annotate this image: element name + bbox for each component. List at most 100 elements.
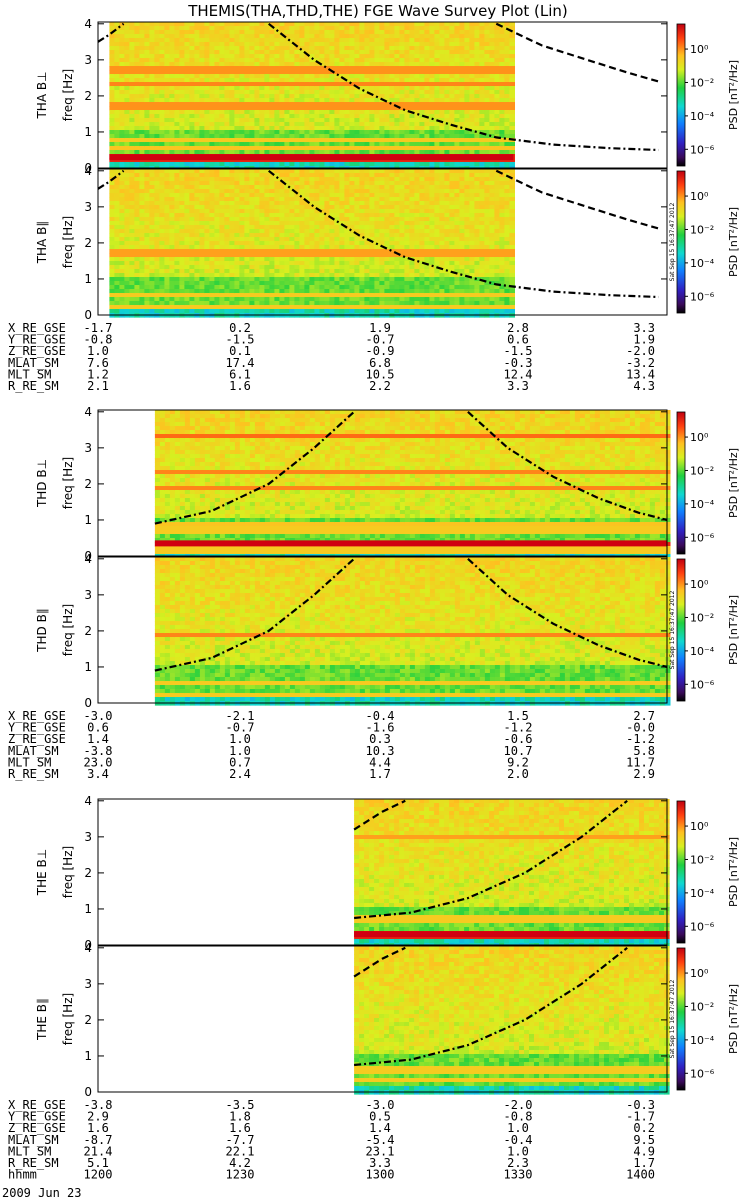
y-tick-label: 0 — [84, 308, 92, 322]
colorbar-tick-label: 10⁻⁶ — [690, 678, 715, 691]
colorbar — [676, 558, 686, 702]
ephemeris-value: 1.5 — [507, 709, 529, 723]
ephemeris-value: 2.8 — [507, 321, 529, 335]
colorbar-label: PSD [nT²/Hz] — [727, 837, 740, 907]
ephemeris-value: 1.0 — [229, 732, 251, 746]
spectrogram-cells — [109, 169, 515, 318]
ephemeris-value: -0.8 — [84, 333, 113, 347]
panel-frame — [97, 409, 668, 557]
panel-label: THE B∥ — [35, 998, 49, 1041]
ephemeris-value: 1.7 — [369, 767, 391, 781]
colorbar-tick-label: 10⁻⁴ — [690, 1034, 715, 1047]
ephemeris-label: X_RE_GSE — [8, 321, 66, 335]
timestamp-stamp: Sat Sep 15 16:37:47 2012 — [669, 203, 676, 282]
colorbar-label: PSD [nT²/Hz] — [727, 984, 740, 1054]
ephemeris-value: -1.2 — [504, 721, 533, 735]
colorbar-tick-label: 10⁰ — [690, 190, 709, 203]
colorbar-tick-label: 10⁻⁴ — [690, 110, 715, 123]
ephemeris-value: 2.4 — [229, 767, 251, 781]
y-tick-label: 3 — [84, 53, 92, 67]
ephemeris-value: -7.7 — [226, 1133, 255, 1147]
ephemeris-label: Z_RE_GSE — [8, 1121, 66, 1135]
ephemeris-value: 4.9 — [633, 1144, 655, 1158]
ephemeris-value: -2.0 — [626, 344, 655, 358]
ephemeris-value: 1.0 — [507, 1121, 529, 1135]
ephemeris-value: 4.4 — [369, 755, 391, 769]
y-tick-label: 1 — [84, 660, 92, 674]
colorbar-label: PSD [nT²/Hz] — [727, 60, 740, 130]
colorbar-tick-label: 10⁻⁴ — [690, 257, 715, 270]
colorbar-tick-label: 10⁰ — [690, 578, 709, 591]
ephemeris-value: 1.0 — [229, 744, 251, 758]
ephemeris-value: 2.9 — [87, 1110, 109, 1124]
ephemeris-value: -8.7 — [84, 1133, 113, 1147]
ephemeris-label: MLT_SM — [8, 755, 51, 769]
y-tick-label: 2 — [84, 866, 92, 880]
ephemeris-label: MLT_SM — [8, 367, 51, 381]
strong-spectral-line — [109, 154, 514, 161]
ephemeris-label: R_RE_SM — [8, 767, 59, 781]
frequency-curve — [353, 946, 406, 978]
y-axis-label: freq [Hz] — [61, 457, 75, 509]
ephemeris-value: 0.5 — [369, 1110, 391, 1124]
ephemeris-value: 1200 — [84, 1168, 113, 1182]
ephemeris-value: -1.2 — [626, 732, 655, 746]
y-tick-label: 1 — [84, 1049, 92, 1063]
panel-frame — [97, 168, 668, 316]
colorbar-tick-label: 10⁻² — [690, 611, 714, 624]
frequency-curve — [353, 946, 628, 1067]
ephemeris-value: 7.6 — [87, 356, 109, 370]
panel-frame — [97, 556, 668, 704]
y-tick-label: 0 — [84, 1085, 92, 1099]
ephemeris-value: 3.4 — [87, 767, 109, 781]
ephemeris-value: 1.6 — [229, 379, 251, 393]
y-tick-label: 2 — [84, 624, 92, 638]
ephemeris-value: 1.0 — [507, 1144, 529, 1158]
colorbar-tick-label: 10⁻² — [690, 853, 714, 866]
ephemeris-value: 0.6 — [87, 721, 109, 735]
y-tick-label: 4 — [84, 941, 92, 955]
ephemeris-value: 13.4 — [626, 367, 655, 381]
colorbar — [676, 170, 686, 314]
ephemeris-value: -3.8 — [84, 1098, 113, 1112]
frequency-curve — [353, 799, 406, 831]
ephemeris-value: 0.7 — [229, 755, 251, 769]
frequency-curve — [268, 169, 659, 299]
ephemeris-value: -0.3 — [626, 1098, 655, 1112]
y-tick-label: 4 — [84, 552, 92, 566]
ephemeris-value: 1.0 — [87, 344, 109, 358]
spectrogram-cells — [154, 557, 671, 706]
colorbar — [676, 947, 686, 1091]
y-tick-label: 1 — [84, 513, 92, 527]
ephemeris-value: 3.3 — [633, 321, 655, 335]
ephemeris-value: 23.1 — [366, 1144, 395, 1158]
ephemeris-label: MLAT_SM — [8, 356, 59, 370]
ephemeris-value: -0.0 — [626, 721, 655, 735]
spectrogram-cells — [109, 22, 515, 171]
colorbar-tick-label: 10⁻⁴ — [690, 645, 715, 658]
ephemeris-value: 1330 — [504, 1168, 533, 1182]
colorbar-tick-label: 10⁻² — [690, 223, 714, 236]
ephemeris-value: -1.5 — [504, 344, 533, 358]
ephemeris-value: 6.1 — [229, 367, 251, 381]
ephemeris-label: Z_RE_GSE — [8, 732, 66, 746]
ephemeris-label: R_RE_SM — [8, 1156, 59, 1170]
frequency-curve — [97, 169, 125, 190]
ephemeris-value: 1.6 — [87, 1121, 109, 1135]
frequency-curve — [495, 22, 659, 83]
ephemeris-value: 1.9 — [369, 321, 391, 335]
ephemeris-value: 6.8 — [369, 356, 391, 370]
ephemeris-value: 1300 — [366, 1168, 395, 1182]
y-tick-label: 1 — [84, 272, 92, 286]
ephemeris-value: 1.9 — [633, 333, 655, 347]
strong-spectral-line — [154, 540, 667, 547]
ephemeris-value: 0.2 — [229, 321, 251, 335]
ephemeris-value: 2.9 — [633, 767, 655, 781]
spectrogram-cells — [354, 799, 670, 948]
ephemeris-value: -3.5 — [226, 1098, 255, 1112]
ephemeris-value: -1.7 — [626, 1110, 655, 1124]
ephemeris-label: X_RE_GSE — [8, 709, 66, 723]
colorbar-tick-label: 10⁻⁶ — [690, 920, 715, 933]
ephemeris-value: -0.7 — [226, 721, 255, 735]
ephemeris-value: 11.7 — [626, 755, 655, 769]
